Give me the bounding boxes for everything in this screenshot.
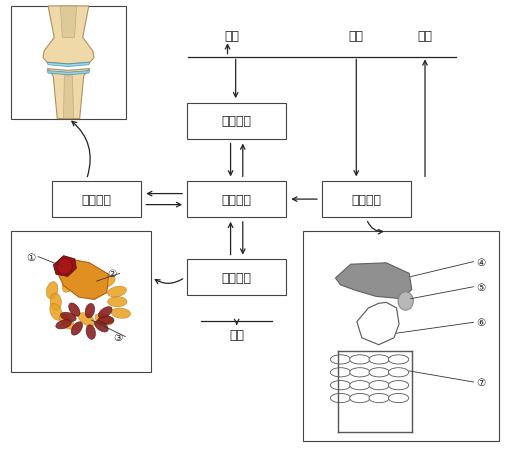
Ellipse shape [57, 259, 72, 275]
Polygon shape [56, 259, 108, 300]
Polygon shape [47, 71, 90, 76]
Ellipse shape [98, 316, 114, 325]
Ellipse shape [350, 355, 370, 364]
Ellipse shape [95, 314, 114, 325]
Bar [187, 260, 286, 296]
Bar [11, 7, 126, 119]
Polygon shape [335, 263, 412, 299]
Ellipse shape [388, 355, 409, 364]
Text: ⑦: ⑦ [476, 377, 486, 387]
Ellipse shape [56, 320, 71, 329]
Ellipse shape [69, 303, 80, 317]
Ellipse shape [108, 297, 127, 307]
Ellipse shape [46, 282, 58, 299]
Ellipse shape [388, 393, 409, 403]
Text: ⑤: ⑤ [476, 282, 486, 292]
Polygon shape [43, 7, 94, 65]
Ellipse shape [95, 321, 108, 332]
Ellipse shape [350, 381, 370, 390]
Ellipse shape [86, 325, 96, 340]
Ellipse shape [398, 292, 413, 310]
Polygon shape [357, 303, 399, 345]
Ellipse shape [369, 381, 389, 390]
Ellipse shape [350, 368, 370, 377]
Ellipse shape [50, 293, 62, 311]
Ellipse shape [330, 381, 351, 390]
Text: ②: ② [107, 269, 117, 279]
Text: 呼吸系统: 呼吸系统 [222, 115, 251, 128]
Text: 粪便: 粪便 [417, 30, 433, 43]
Polygon shape [47, 69, 90, 119]
Ellipse shape [98, 307, 112, 319]
Ellipse shape [330, 393, 351, 403]
Text: 泌尿系统: 泌尿系统 [222, 271, 251, 284]
Text: ⑥: ⑥ [476, 318, 486, 328]
Ellipse shape [78, 313, 95, 326]
Text: 空气: 空气 [224, 30, 239, 43]
Bar [187, 182, 286, 218]
Polygon shape [60, 7, 77, 39]
Text: 循环系统: 循环系统 [222, 193, 251, 206]
Ellipse shape [388, 368, 409, 377]
Ellipse shape [330, 368, 351, 377]
Bar [322, 182, 411, 218]
Text: 食物: 食物 [349, 30, 364, 43]
Text: ①: ① [26, 252, 35, 262]
Ellipse shape [50, 304, 62, 320]
Ellipse shape [79, 277, 94, 291]
Ellipse shape [330, 355, 351, 364]
Ellipse shape [369, 393, 389, 403]
Ellipse shape [350, 393, 370, 403]
Ellipse shape [85, 304, 95, 318]
Ellipse shape [369, 355, 389, 364]
Ellipse shape [60, 314, 74, 330]
Polygon shape [47, 63, 90, 67]
Ellipse shape [388, 381, 409, 390]
Ellipse shape [107, 286, 127, 297]
Bar [11, 232, 151, 372]
Bar [187, 104, 286, 140]
Ellipse shape [111, 308, 131, 319]
Bar [303, 232, 499, 441]
Text: ③: ③ [113, 332, 122, 342]
Ellipse shape [61, 313, 76, 322]
Ellipse shape [369, 368, 389, 377]
Ellipse shape [71, 322, 82, 336]
Ellipse shape [62, 276, 75, 293]
Polygon shape [53, 256, 76, 277]
Text: 消化系统: 消化系统 [352, 193, 381, 206]
Text: 尿液: 尿液 [229, 329, 244, 341]
Polygon shape [63, 77, 74, 119]
Bar [52, 182, 141, 218]
Text: 运动系统: 运动系统 [82, 193, 111, 206]
Text: ④: ④ [476, 257, 486, 267]
Ellipse shape [98, 276, 115, 289]
